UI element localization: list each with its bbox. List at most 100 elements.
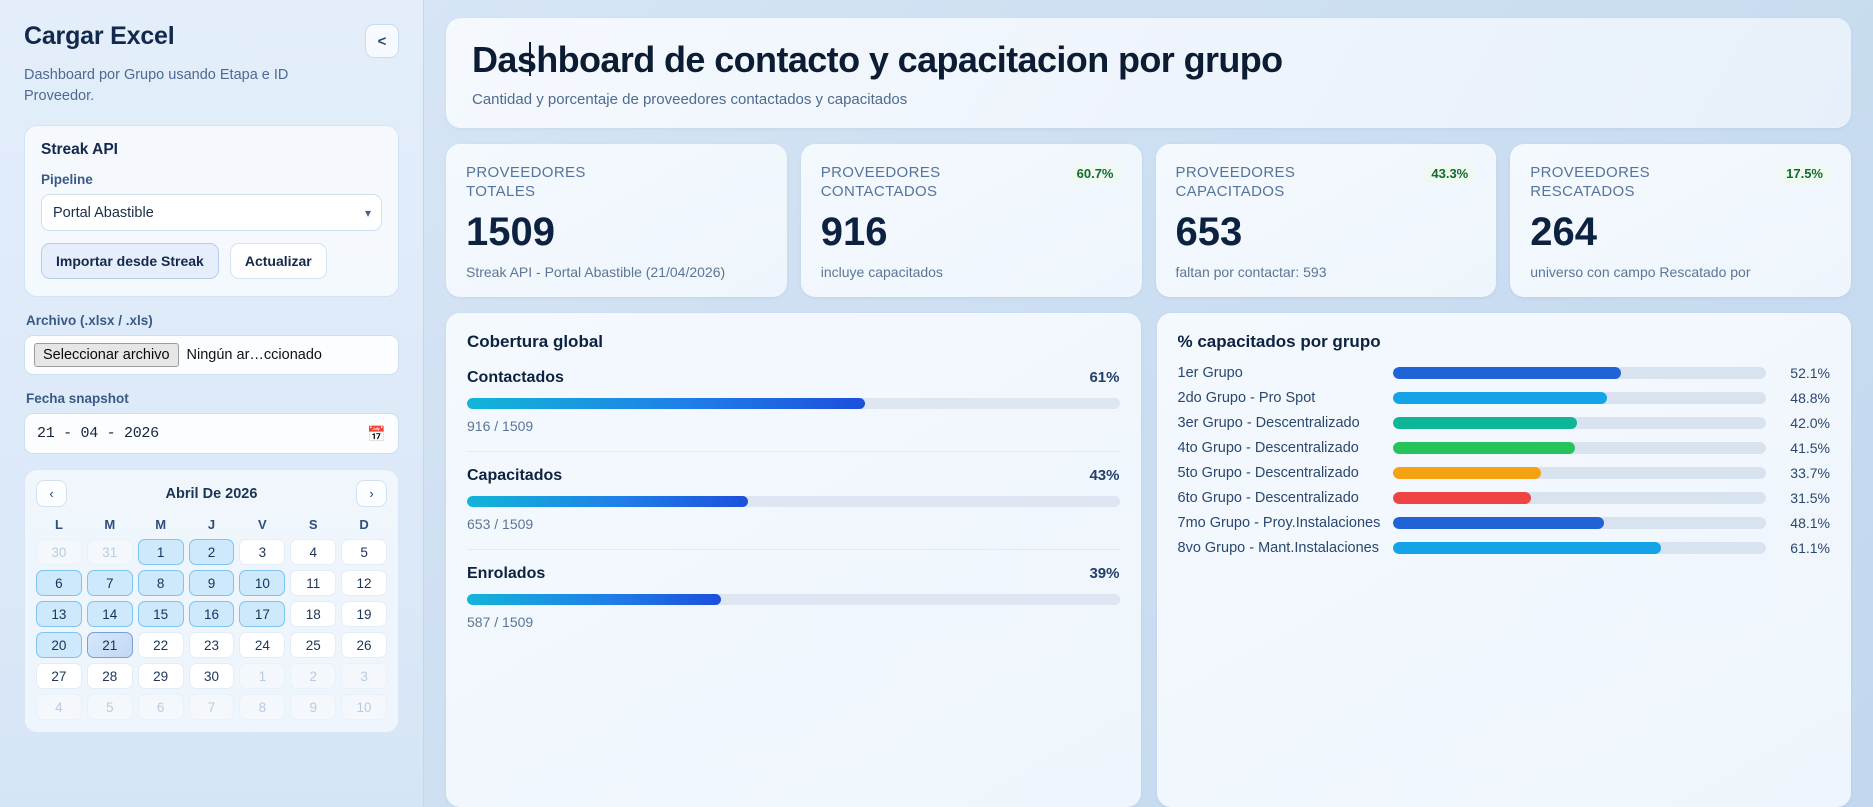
- calendar-day[interactable]: 4: [290, 539, 337, 566]
- calendar-day[interactable]: 21: [86, 632, 133, 659]
- calendar-day[interactable]: 11: [290, 570, 337, 597]
- coverage-list: Contactados 61% 916 / 1509 Capacitados 43% 65…: [467, 369, 1120, 630]
- calendar-day[interactable]: 7: [86, 570, 133, 597]
- coverage-track: [467, 496, 1120, 508]
- group-percent: 52.1%: [1790, 365, 1830, 382]
- coverage-title: Cobertura global: [467, 332, 604, 352]
- coverage-head: Contactados 61%: [467, 369, 1120, 387]
- calendar-next-month-icon[interactable]: ›: [355, 480, 387, 508]
- calendar-day[interactable]: 2: [188, 539, 235, 566]
- calendar-day[interactable]: 8: [239, 694, 286, 721]
- calendar-day[interactable]: 30: [188, 663, 235, 690]
- calendar-day[interactable]: 6: [137, 694, 184, 721]
- calendar-day[interactable]: 17: [239, 601, 286, 628]
- coverage-count: 587 / 1509: [467, 614, 534, 631]
- group-percent: 48.8%: [1790, 390, 1830, 407]
- kpi-value: 1509: [466, 209, 555, 254]
- refresh-button[interactable]: Actualizar: [229, 243, 327, 280]
- coverage-fill: [467, 496, 748, 508]
- calendar-day[interactable]: 29: [137, 663, 184, 690]
- group-row: 1er Grupo 52.1%: [1178, 365, 1831, 381]
- panels-row: Cobertura global Contactados 61% 916 / 150…: [446, 313, 1851, 807]
- kpi-card: PROVEEDORES RESCATADOS 17.5% 264 universo c…: [1510, 143, 1851, 298]
- calendar-day[interactable]: 5: [86, 694, 133, 721]
- calendar-day[interactable]: 3: [341, 663, 387, 690]
- kpi-footnote: Streak API - Portal Abastible (21/04/202…: [466, 263, 726, 280]
- page-subtitle: Cantidad y porcentaje de proveedores con…: [472, 90, 908, 108]
- coverage-head: Enrolados 39%: [467, 565, 1120, 583]
- file-input[interactable]: Seleccionar archivo Ningún ar…ccionado: [24, 335, 399, 376]
- calendar-day[interactable]: 5: [341, 539, 387, 566]
- group-track: [1392, 442, 1766, 455]
- calendar-day[interactable]: 27: [36, 663, 82, 690]
- choose-file-button[interactable]: Seleccionar archivo: [34, 343, 179, 368]
- calendar-day[interactable]: 7: [188, 694, 235, 721]
- calendar-day[interactable]: 26: [341, 632, 387, 659]
- calendar-day[interactable]: 22: [137, 632, 184, 659]
- calendar-day[interactable]: 25: [290, 632, 337, 659]
- calendar-dow-5: S: [308, 517, 318, 533]
- calendar-day[interactable]: 10: [239, 570, 286, 597]
- calendar-day[interactable]: 9: [290, 694, 337, 721]
- calendar-day[interactable]: 18: [290, 601, 337, 628]
- coverage-name: Capacitados: [467, 467, 563, 485]
- calendar-day[interactable]: 1: [239, 663, 286, 690]
- group-percent: 33.7%: [1790, 465, 1830, 482]
- kpi-footnote: universo con campo Rescatado por: [1530, 263, 1751, 280]
- calendar-icon[interactable]: 📅: [367, 425, 386, 443]
- calendar-day[interactable]: 13: [36, 601, 82, 628]
- calendar-day[interactable]: 24: [239, 632, 286, 659]
- group-row: 4to Grupo - Descentralizado 41.5%: [1178, 440, 1831, 456]
- kpi-footnote: incluye capacitados: [820, 263, 943, 280]
- calendar-day[interactable]: 2: [290, 663, 337, 690]
- calendar-day[interactable]: 15: [137, 601, 184, 628]
- kpi-value: 264: [1530, 209, 1597, 254]
- calendar-day[interactable]: 14: [86, 601, 133, 628]
- coverage-name: Contactados: [467, 369, 564, 387]
- calendar-day[interactable]: 19: [341, 601, 387, 628]
- kpi-row: PROVEEDORES TOTALES 1509 Streak API - Port…: [446, 143, 1851, 298]
- coverage-item: Capacitados 43% 653 / 1509: [467, 451, 1120, 532]
- calendar-day[interactable]: 23: [188, 632, 235, 659]
- calendar-day[interactable]: 9: [188, 570, 235, 597]
- calendar-day[interactable]: 20: [36, 632, 82, 659]
- snapshot-date-label: Fecha snapshot: [26, 391, 129, 407]
- page-title: Dashboard de contacto y capacitacion por…: [472, 39, 1283, 80]
- kpi-footnote: faltan por contactar: 593: [1175, 263, 1327, 280]
- group-name: 1er Grupo: [1177, 365, 1243, 382]
- calendar-day[interactable]: 1: [137, 539, 184, 566]
- calendar-day[interactable]: 10: [341, 694, 387, 721]
- calendar-day[interactable]: 16: [188, 601, 235, 628]
- pipeline-select-wrap: Portal Abastible ▾: [41, 194, 382, 232]
- calendar-day[interactable]: 28: [86, 663, 133, 690]
- chevron-left-icon[interactable]: <: [365, 24, 399, 58]
- calendar-day[interactable]: 8: [137, 570, 184, 597]
- group-name: 5to Grupo - Descentralizado: [1177, 465, 1359, 482]
- calendar-day[interactable]: 31: [86, 539, 133, 566]
- group-track: [1392, 367, 1766, 380]
- group-fill: [1392, 542, 1661, 555]
- calendar-day[interactable]: 30: [36, 539, 82, 566]
- calendar-grid: L M M J V S D 30 31 1 2 3 4 5 6 7 8 9 10 11 12 13 14 15 16 17 18 19…: [36, 514, 387, 721]
- calendar-day[interactable]: 12: [341, 570, 387, 597]
- group-track: [1392, 517, 1766, 530]
- coverage-name: Enrolados: [467, 565, 546, 583]
- group-percent: 61.1%: [1790, 540, 1830, 557]
- kpi-card: PROVEEDORES TOTALES 1509 Streak API - Port…: [446, 143, 787, 298]
- kpi-label: PROVEEDORES RESCATADOS: [1530, 163, 1650, 201]
- pipeline-select[interactable]: Portal Abastible: [41, 194, 382, 232]
- date-picker-calendar: ‹ Abril De 2026 › L M M J V S D 30 31 1 2 3 4 5 6 7 8 9 10…: [24, 469, 399, 734]
- calendar-day[interactable]: 6: [36, 570, 82, 597]
- import-from-streak-button[interactable]: Importar desde Streak: [41, 243, 219, 280]
- coverage-head: Capacitados 43%: [467, 467, 1120, 485]
- calendar-day[interactable]: 3: [239, 539, 286, 566]
- calendar-prev-month-icon[interactable]: ‹: [36, 480, 67, 508]
- snapshot-date-input[interactable]: 21 - 04 - 2026 📅: [24, 413, 399, 455]
- streak-button-row: Importar desde Streak Actualizar: [41, 243, 382, 280]
- calendar-day[interactable]: 4: [36, 694, 82, 721]
- kpi-label: PROVEEDORES CAPACITADOS: [1175, 163, 1296, 201]
- group-percent: 48.1%: [1790, 515, 1830, 532]
- kpi-badge: 17.5%: [1778, 162, 1831, 184]
- group-name: 6to Grupo - Descentralizado: [1177, 490, 1359, 507]
- group-percent: 42.0%: [1790, 415, 1830, 432]
